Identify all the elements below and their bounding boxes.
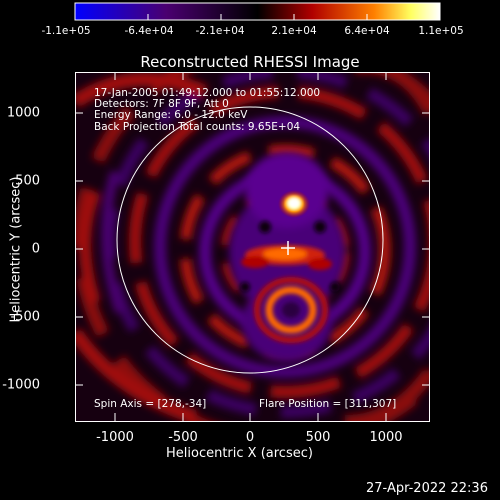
plot-title: Reconstructed RHESSI Image [140,53,360,71]
y-tick-label: -1000 [2,377,40,393]
colorbar-tick-label: 6.4e+04 [344,25,390,37]
colorbar-tick-label: -1.1e+05 [41,25,91,37]
x-tick-label: -500 [168,430,198,445]
render-timestamp: 27-Apr-2022 22:36 [366,481,488,496]
solar-limb [116,106,384,374]
spin-axis-cross-icon [281,241,295,255]
colorbar-tick-label: -6.4e+04 [124,25,174,37]
colorbar [74,2,441,21]
x-tick-label: 1000 [369,430,403,445]
flare-position-label: Flare Position = [311,307] [259,398,397,410]
rhessi-image [75,72,430,422]
y-tick-label: 1000 [6,105,40,121]
colorbar-tick-label: 1.1e+05 [418,25,464,37]
info-block: 17-Jan-2005 01:49:12.000 to 01:55:12.000… [94,87,321,133]
y-tick-label: 0 [31,241,40,257]
spin-axis-label: Spin Axis = [278,-34] [94,398,207,410]
x-axis-label: Heliocentric X (arcsec) [166,446,313,461]
colorbar-tick-label: 2.1e+04 [271,25,317,37]
x-tick-label: 500 [305,430,331,445]
y-tick-label: -500 [10,309,40,325]
info-detectors: Detectors: 7F 8F 9F, Att 0 [94,98,229,111]
y-axis-label: Heliocentric Y (arcsec) [8,176,24,323]
info-method-counts: Back Projection Total counts: 9.65E+04 [94,120,301,133]
y-tick-label: 500 [15,173,40,189]
x-tick-label: 0 [245,430,255,445]
info-time-range: 17-Jan-2005 01:49:12.000 to 01:55:12.000 [94,87,321,99]
plot-frame [75,72,430,422]
colorbar-tick-label: -2.1e+04 [195,25,245,37]
info-energy-range: Energy Range: 6.0 - 12.0 keV [94,109,248,122]
x-tick-label: -1000 [96,430,134,445]
